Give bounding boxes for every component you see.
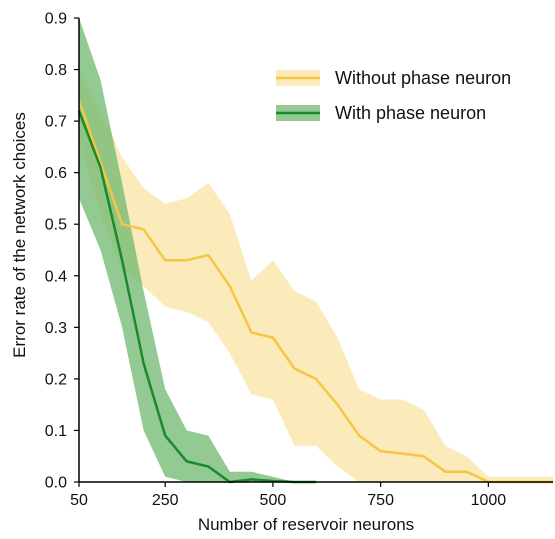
y-tick-label: 0.4	[45, 268, 67, 285]
x-tick-label: 500	[260, 492, 287, 509]
y-tick-label: 0.6	[45, 165, 67, 182]
y-tick-label: 0.5	[45, 217, 67, 234]
x-tick-label: 50	[70, 492, 88, 509]
y-tick-label: 0.0	[45, 475, 67, 492]
y-tick-label: 0.3	[45, 320, 67, 337]
y-ticks: 0.0 0.1 0.2 0.3 0.4 0.5 0.6 0.7 0.8 0.9	[45, 11, 79, 492]
confidence-bands	[79, 18, 553, 482]
band-series-1	[79, 18, 316, 482]
x-tick-label: 250	[152, 492, 179, 509]
y-tick-label: 0.8	[45, 62, 67, 79]
series-lines	[77, 100, 553, 484]
y-tick-label: 0.1	[45, 423, 67, 440]
y-axis-title: Error rate of the network choices	[10, 112, 29, 358]
legend: Without phase neuron With phase neuron	[276, 68, 511, 123]
y-tick-label: 0.7	[45, 114, 67, 131]
y-tick-label: 0.2	[45, 371, 67, 388]
axes	[78, 18, 553, 483]
line-series-1	[77, 110, 316, 484]
legend-label-with-phase: With phase neuron	[335, 103, 486, 123]
line-series-0	[77, 100, 553, 484]
legend-label-without-phase: Without phase neuron	[335, 68, 511, 88]
x-tick-label: 750	[367, 492, 394, 509]
x-ticks: 50 250 500 750 1000	[70, 482, 506, 509]
band-series-0	[79, 69, 553, 482]
x-axis-title: Number of reservoir neurons	[198, 515, 414, 534]
x-tick-label: 1000	[471, 492, 507, 509]
y-tick-label: 0.9	[45, 11, 67, 28]
